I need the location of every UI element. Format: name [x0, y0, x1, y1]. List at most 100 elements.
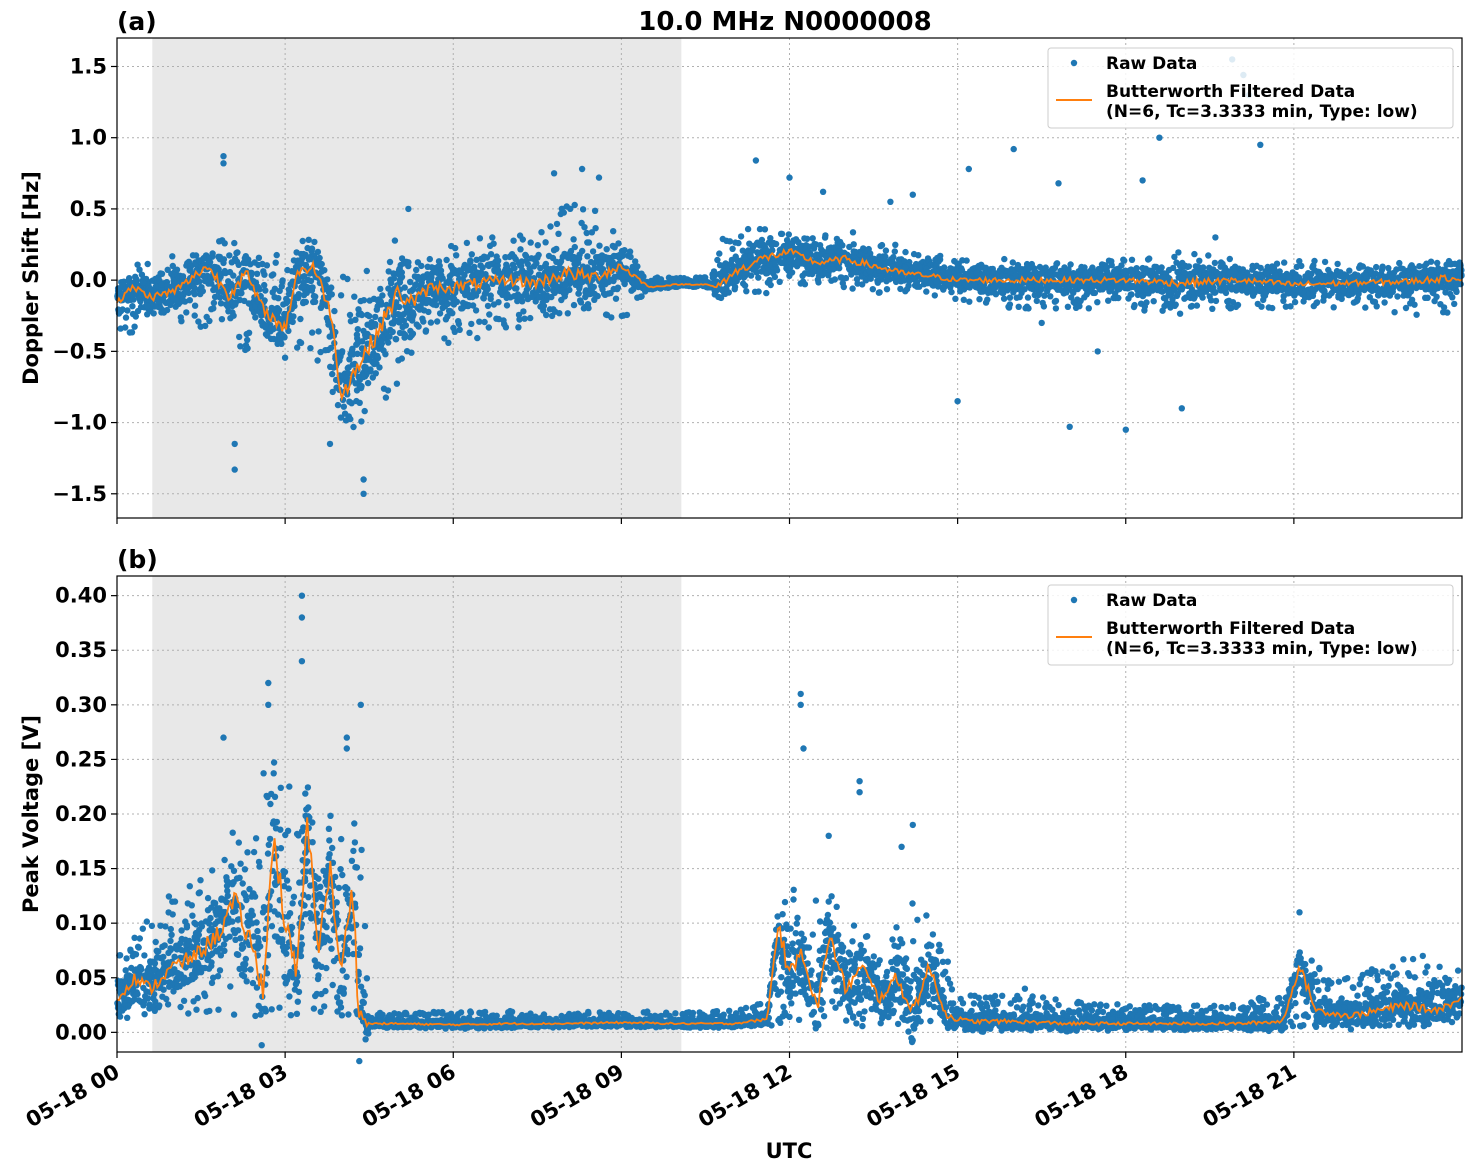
raw-data-point: [387, 326, 394, 334]
raw-data-point: [912, 264, 920, 272]
raw-data-point: [275, 295, 282, 302]
raw-data-point: [250, 848, 258, 856]
raw-data-point: [278, 340, 285, 347]
raw-data-point: [408, 349, 415, 356]
raw-data-point: [1413, 271, 1420, 279]
raw-data-point: [527, 239, 534, 246]
raw-data-point: [247, 966, 254, 973]
raw-data-point: [374, 352, 381, 360]
raw-data-point: [1402, 304, 1410, 312]
raw-data-point: [1150, 298, 1157, 305]
raw-data-point: [328, 945, 335, 952]
raw-data-point: [209, 867, 216, 874]
raw-data-point: [294, 344, 301, 351]
raw-data-point: [297, 339, 305, 347]
raw-data-outlier: [1122, 426, 1130, 433]
raw-data-point: [517, 246, 524, 253]
raw-data-point: [1191, 250, 1198, 258]
raw-data-point: [1196, 257, 1203, 264]
raw-data-point: [1298, 262, 1305, 270]
raw-data-outlier: [752, 157, 760, 164]
raw-data-point: [178, 318, 185, 325]
raw-data-point: [122, 314, 130, 321]
raw-data-point: [281, 311, 288, 318]
raw-data-point: [1434, 259, 1441, 267]
raw-data-point: [196, 278, 203, 285]
raw-data-point: [1394, 293, 1401, 300]
raw-data-point: [191, 284, 198, 291]
raw-data-point: [519, 236, 526, 243]
raw-data-point: [528, 293, 536, 301]
raw-data-point: [570, 301, 578, 309]
raw-data-point: [1121, 257, 1128, 264]
raw-data-point: [1209, 305, 1216, 312]
raw-data-point: [726, 238, 734, 245]
raw-data-point: [537, 272, 544, 280]
raw-data-point: [1285, 273, 1293, 281]
raw-data-point: [891, 248, 898, 255]
raw-data-point: [337, 866, 344, 873]
raw-data-point: [283, 877, 291, 884]
raw-data-point: [221, 856, 228, 864]
raw-data-point: [1169, 296, 1176, 303]
raw-data-point: [357, 384, 365, 392]
raw-data-point: [235, 951, 242, 958]
raw-data-point: [1028, 284, 1035, 291]
raw-data-point: [1440, 304, 1448, 311]
raw-data-point: [1408, 296, 1416, 303]
raw-data-point: [1115, 294, 1122, 302]
raw-data-point: [431, 301, 438, 308]
raw-data-point: [265, 841, 272, 848]
raw-data-point: [564, 310, 571, 317]
raw-data-point: [963, 257, 970, 264]
raw-data-point: [311, 298, 319, 305]
panel-b-peak-voltage: 0.000.050.100.150.200.250.300.350.40 05-…: [19, 545, 1465, 1132]
raw-data-point: [1281, 259, 1288, 266]
raw-data-outlier: [405, 205, 412, 213]
raw-data-point: [216, 294, 224, 301]
raw-data-point: [356, 945, 364, 952]
raw-data-point: [485, 262, 492, 270]
raw-data-point: [984, 296, 991, 303]
raw-data-point: [378, 301, 385, 308]
raw-data-point: [216, 967, 224, 974]
raw-data-point: [136, 266, 143, 273]
raw-data-point: [809, 235, 816, 242]
raw-data-point: [1133, 265, 1140, 272]
raw-data-point: [846, 265, 853, 273]
raw-data-point: [1143, 285, 1150, 293]
raw-data-point: [426, 255, 433, 263]
raw-data-point: [124, 1014, 131, 1021]
raw-data-point: [227, 983, 234, 990]
raw-data-outlier: [550, 170, 558, 177]
raw-data-point: [353, 864, 361, 871]
raw-data-point: [1105, 297, 1112, 304]
raw-data-point: [778, 259, 785, 266]
raw-data-point: [384, 387, 392, 394]
raw-data-outlier: [909, 191, 916, 198]
raw-data-point: [453, 252, 460, 259]
raw-data-point: [1064, 303, 1072, 310]
raw-data-point: [1200, 264, 1207, 271]
raw-data-point: [418, 262, 425, 270]
raw-data-point: [502, 265, 510, 272]
raw-data-point: [794, 258, 801, 266]
raw-data-point: [237, 343, 244, 350]
raw-data-outlier: [1178, 405, 1186, 412]
raw-data-point: [278, 331, 285, 338]
raw-data-point: [163, 282, 171, 289]
raw-data-point: [1143, 299, 1150, 306]
raw-data-point: [571, 260, 578, 268]
raw-data-point: [161, 942, 168, 949]
raw-data-point: [1433, 293, 1440, 300]
raw-data-point: [366, 312, 373, 320]
raw-data-point: [185, 289, 192, 297]
raw-data-point: [562, 282, 569, 289]
raw-data-point: [268, 923, 276, 930]
raw-data-point: [476, 235, 484, 242]
raw-data-point: [290, 893, 298, 900]
raw-data-point: [135, 944, 142, 951]
raw-data-point: [1226, 255, 1234, 263]
raw-data-point: [1006, 301, 1014, 308]
raw-data-point: [1001, 255, 1008, 263]
